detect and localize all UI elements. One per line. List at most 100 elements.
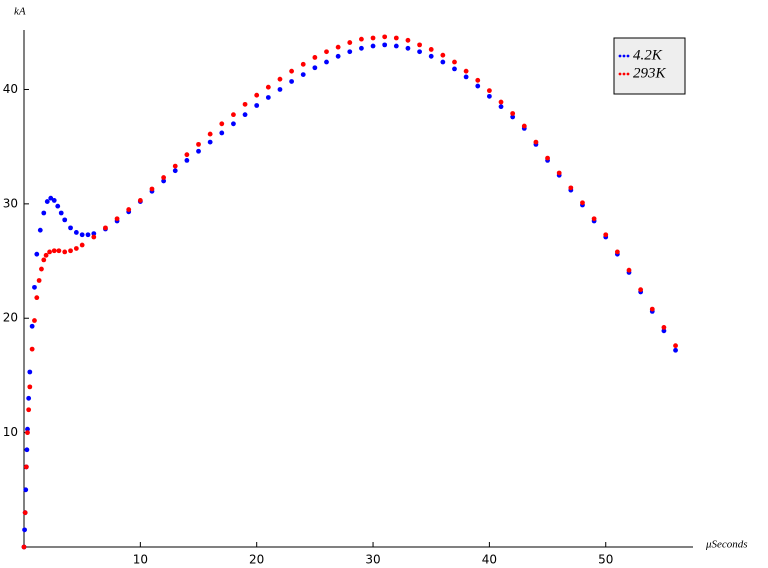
data-point [114, 216, 120, 222]
data-point [23, 464, 29, 470]
data-point [29, 323, 35, 329]
data-point [324, 49, 329, 55]
data-point [161, 178, 167, 184]
data-point [486, 93, 492, 99]
data-point [219, 121, 225, 127]
data-point [172, 163, 178, 169]
data-point [556, 170, 562, 176]
data-point [26, 407, 32, 413]
data-point [568, 185, 574, 191]
data-point [417, 49, 422, 55]
legend-marker [622, 72, 626, 76]
data-point [23, 487, 29, 493]
data-point [51, 198, 57, 203]
data-point [55, 203, 61, 209]
data-point [463, 74, 469, 80]
data-point [300, 61, 306, 67]
data-point [25, 426, 30, 432]
data-point [41, 210, 47, 216]
data-point [673, 343, 678, 349]
data-point [289, 79, 294, 84]
data-point [39, 266, 44, 272]
data-point [219, 130, 225, 136]
y-tick-label: 30 [3, 196, 18, 210]
data-point [265, 95, 271, 100]
data-point [521, 123, 527, 129]
data-point [22, 510, 28, 516]
data-point [393, 43, 399, 49]
legend: 4.2K 293K [613, 37, 686, 95]
data-point [242, 112, 248, 118]
data-point [36, 278, 42, 283]
data-point [452, 66, 457, 72]
data-point [370, 43, 376, 49]
data-point [638, 287, 644, 293]
data-point [463, 68, 469, 74]
data-point [32, 318, 37, 323]
y-tick-label: 20 [3, 311, 18, 325]
data-point [25, 430, 30, 436]
data-point [47, 249, 52, 255]
data-point [34, 295, 40, 301]
data-point [137, 198, 143, 203]
data-point [103, 225, 108, 231]
data-point [196, 148, 201, 154]
data-point [56, 248, 62, 254]
data-point [242, 101, 248, 107]
data-point [661, 328, 667, 334]
data-point [277, 87, 283, 92]
data-point [44, 199, 50, 204]
data-point [51, 248, 57, 254]
data-point [184, 157, 190, 163]
data-point [231, 121, 236, 127]
data-point [85, 232, 91, 238]
data-point [475, 77, 481, 83]
data-point [207, 139, 213, 145]
legend-marker [618, 54, 622, 58]
x-tick-label: 10 [133, 553, 148, 567]
data-point [29, 346, 35, 352]
data-point [300, 72, 306, 78]
x-tick-label: 30 [365, 553, 380, 567]
data-point [48, 195, 54, 201]
data-point [231, 112, 236, 118]
data-point [27, 369, 33, 375]
data-point [24, 447, 30, 453]
data-point [510, 111, 516, 116]
data-point [91, 231, 97, 236]
data-point [254, 103, 260, 108]
data-point [26, 395, 32, 401]
data-point [498, 99, 504, 105]
data-point [591, 216, 597, 222]
data-point [21, 544, 27, 550]
data-point [265, 84, 271, 90]
legend-label: 293K [633, 65, 667, 81]
data-point [335, 53, 341, 59]
data-point [335, 44, 341, 50]
data-point [626, 267, 632, 273]
data-point [73, 246, 79, 251]
data-point [440, 59, 446, 65]
data-point [370, 35, 376, 41]
data-point [62, 249, 68, 255]
data-point [79, 242, 85, 248]
data-point [614, 249, 620, 255]
data-point [149, 186, 155, 192]
data-point [545, 155, 550, 161]
data-point [312, 65, 318, 71]
x-tick-label: 40 [482, 553, 497, 567]
data-point [43, 252, 49, 258]
legend-marker [626, 54, 630, 58]
data-point [68, 248, 73, 254]
data-point [347, 40, 353, 45]
data-point [359, 45, 364, 51]
data-point [533, 139, 539, 145]
data-point [405, 37, 411, 43]
data-point [161, 175, 167, 180]
data-point [312, 55, 318, 60]
data-point [58, 210, 64, 216]
data-point [27, 384, 33, 390]
x-tick-label: 50 [598, 553, 613, 567]
data-point [172, 168, 178, 174]
data-point [452, 59, 457, 65]
